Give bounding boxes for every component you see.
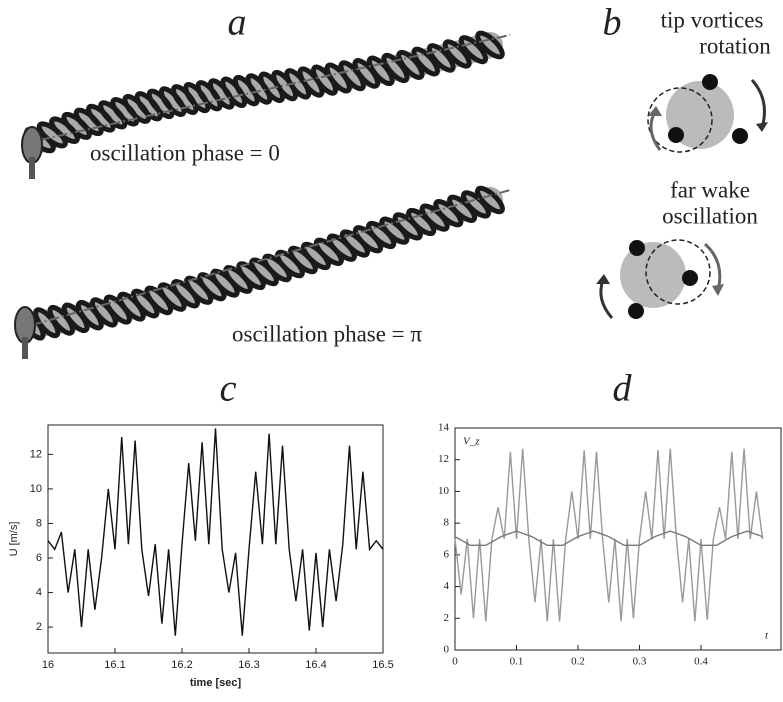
- caption: rotation: [699, 33, 771, 58]
- x-tick-label: 16.1: [104, 659, 125, 671]
- chart-d: 0 0.1 0.2 0.3 0.4 0 2 4 6 8 10 12 14 V_zt: [438, 422, 782, 668]
- y-axis-label: V_z: [463, 436, 480, 448]
- chart-c: 16 16.1 16.2 16.3 16.4 16.5 2 4 6 8 10 12 time [sec]…: [8, 424, 394, 689]
- y-tick-label: 6: [36, 552, 42, 564]
- wake-line: [39, 34, 511, 141]
- tower: [29, 157, 35, 179]
- data-line: [454, 448, 764, 622]
- x-tick-label: 16.5: [372, 659, 393, 671]
- panel-label: d: [613, 368, 633, 410]
- y-tick-label: 10: [438, 485, 450, 497]
- rope-strand: [426, 43, 456, 73]
- x-tick-label: 16.3: [238, 659, 259, 671]
- caption: tip vortices: [661, 7, 764, 32]
- y-tick-label: 2: [444, 612, 450, 624]
- y-tick-label: 14: [438, 422, 450, 434]
- x-tick-label: 0: [452, 656, 458, 668]
- x-tick-label: 0.3: [633, 656, 647, 668]
- y-tick-label: 8: [444, 517, 450, 529]
- vortex-sketch: [596, 74, 768, 319]
- x-tick-label: 16: [42, 659, 54, 671]
- x-axis-label: t: [765, 630, 769, 642]
- tower: [22, 337, 28, 359]
- y-axis-label: U [m/s]: [8, 522, 20, 557]
- caption: oscillation: [662, 203, 758, 228]
- caption: oscillation phase = 0: [90, 140, 280, 165]
- wake-line: [31, 189, 511, 326]
- panel-label: c: [220, 368, 237, 410]
- caption: oscillation phase = π: [232, 321, 422, 346]
- caption: far wake: [670, 177, 750, 202]
- data-line: [454, 530, 763, 547]
- panel-label: b: [603, 2, 622, 44]
- y-tick-label: 12: [438, 453, 449, 465]
- x-tick-label: 0.2: [571, 656, 585, 668]
- y-tick-label: 12: [30, 448, 42, 460]
- x-axis-label: time [sec]: [190, 677, 242, 689]
- x-tick-label: 0.4: [694, 656, 708, 668]
- panel-label: a: [228, 2, 247, 44]
- plot-frame: [47, 424, 384, 654]
- rope-strand: [442, 39, 472, 69]
- wake-drawings: [14, 30, 511, 359]
- rope-strand: [475, 30, 505, 60]
- y-tick-label: 0: [444, 644, 450, 656]
- y-tick-label: 10: [30, 483, 42, 495]
- x-tick-label: 0.1: [510, 656, 524, 668]
- y-tick-label: 8: [36, 517, 42, 529]
- y-tick-label: 4: [36, 586, 42, 598]
- y-tick-label: 6: [444, 548, 450, 560]
- y-tick-label: 2: [36, 621, 42, 633]
- x-tick-label: 16.2: [171, 659, 192, 671]
- y-tick-label: 4: [444, 580, 450, 592]
- rope-strand: [411, 46, 440, 77]
- rope-strand: [475, 185, 505, 215]
- rope-strand: [458, 35, 489, 65]
- x-tick-label: 16.4: [305, 659, 326, 671]
- data-line: [47, 428, 384, 636]
